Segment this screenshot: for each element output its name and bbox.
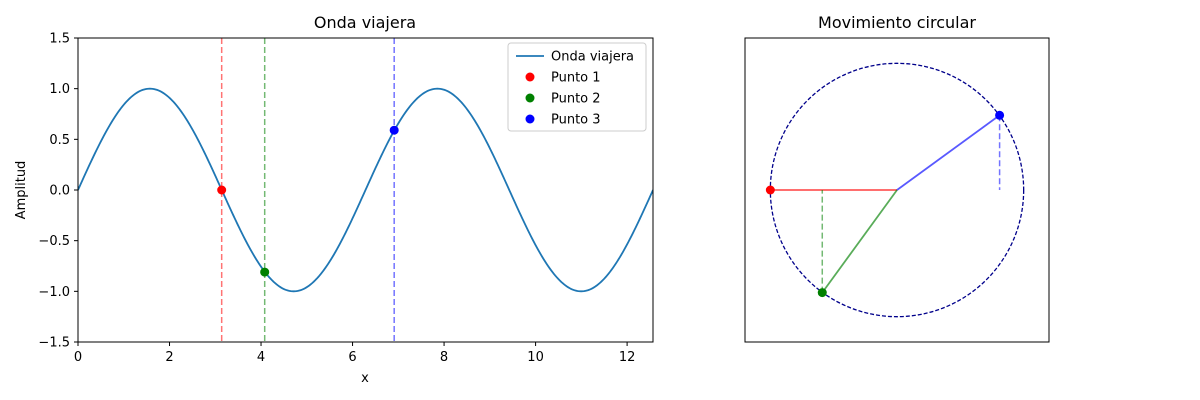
- wave-plot-frame: [77, 37, 654, 343]
- y-tick-label: 1.0: [49, 82, 70, 97]
- x-tick-label: 12: [619, 350, 636, 365]
- y-tick-label: 0.0: [49, 184, 70, 199]
- legend-entry-label: Punto 1: [551, 71, 601, 86]
- circle-point-3: [995, 110, 1005, 120]
- circle-chart: Movimiento circular: [744, 13, 1050, 343]
- legend-swatch-point: [525, 72, 535, 82]
- y-tick-label: 1.5: [49, 32, 70, 47]
- circle-point-2: [817, 288, 827, 298]
- y-tick-label: 0.5: [49, 133, 70, 148]
- wave-chart: Onda viajera 0 2 4 6 8 10 12 −1.5 −1.0 −0.5 0.0 0.5…: [14, 13, 654, 386]
- wave-point-3: [389, 125, 399, 135]
- x-tick-label: 6: [348, 350, 356, 365]
- legend-entry-label: Punto 3: [551, 113, 601, 128]
- x-axis-label: x: [361, 371, 369, 386]
- legend-swatch-point: [525, 93, 535, 103]
- wave-point-1: [217, 185, 227, 195]
- x-tick-label: 10: [527, 350, 544, 365]
- legend-entry-label: Punto 2: [551, 92, 601, 107]
- legend-box: [507, 42, 647, 132]
- x-tick-label: 4: [257, 350, 265, 365]
- wave-point-2: [260, 267, 270, 277]
- y-tick-label: −0.5: [38, 234, 70, 249]
- x-tick-label: 0: [74, 350, 82, 365]
- x-tick-label: 2: [165, 350, 173, 365]
- legend: Onda viajera Punto 1 Punto 2 Punto 3: [507, 42, 647, 132]
- radius-line-3: [896, 114, 1001, 191]
- radius-line-2: [821, 189, 898, 294]
- legend-swatch-point: [525, 114, 535, 124]
- x-tick-label: 8: [440, 350, 448, 365]
- circle-point-1: [765, 185, 775, 195]
- legend-entry-label: Onda viajera: [551, 50, 634, 65]
- y-tick-label: −1.0: [38, 285, 70, 300]
- wave-chart-title: Onda viajera: [314, 13, 416, 32]
- wave-line: [78, 87, 653, 293]
- y-axis-label: Amplitud: [14, 161, 29, 220]
- circle-plot-frame: [744, 37, 1050, 343]
- y-tick-label: −1.5: [38, 336, 70, 351]
- circle-chart-title: Movimiento circular: [818, 13, 976, 32]
